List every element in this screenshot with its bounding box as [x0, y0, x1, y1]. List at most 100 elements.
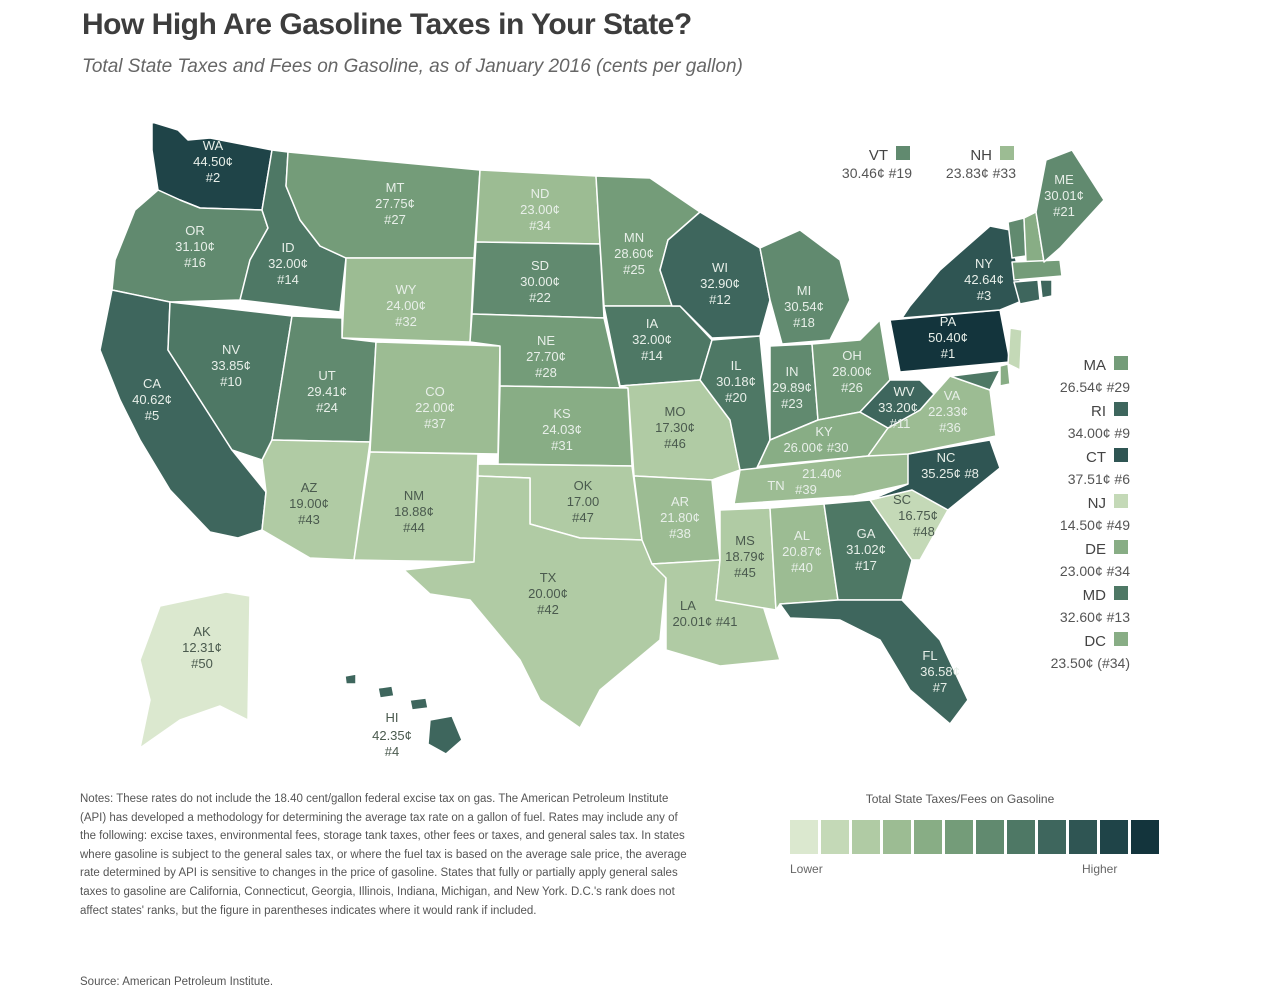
callout-RI-value: 34.00¢ #9 — [1068, 425, 1130, 441]
label-OR-value: 31.10¢ — [175, 239, 215, 254]
label-WI-value: 32.90¢ — [700, 276, 740, 291]
label-NM-value: 18.88¢ — [394, 504, 434, 519]
state-MI[interactable] — [759, 229, 851, 345]
label-NE-rank: #28 — [535, 365, 557, 380]
label-NE-abbr: NE — [537, 333, 555, 348]
label-CA-rank: #5 — [145, 408, 159, 423]
label-NY-abbr: NY — [975, 256, 993, 271]
page-subtitle: Total State Taxes and Fees on Gasoline, … — [82, 56, 743, 77]
state-NJ[interactable] — [1007, 327, 1023, 371]
label-PA-value: 50.40¢ — [928, 330, 968, 345]
callout-DE-value: 23.00¢ #34 — [1060, 563, 1130, 579]
legend-swatch — [1007, 820, 1035, 854]
label-CA-value: 40.62¢ — [132, 392, 172, 407]
callout-MA-value: 26.54¢ #29 — [1060, 379, 1130, 395]
label-MO-abbr: MO — [665, 404, 686, 419]
label-OH-value: 28.00¢ — [832, 364, 872, 379]
label-SD-value: 30.00¢ — [520, 274, 560, 289]
state-CT[interactable] — [1013, 279, 1041, 305]
state-VT[interactable] — [1007, 217, 1027, 259]
notes-text: Notes: These rates do not include the 18… — [80, 793, 687, 917]
state-MD[interactable] — [919, 369, 1001, 391]
callout-NH-swatch — [1000, 146, 1014, 160]
label-TN-value: 21.40¢ — [802, 466, 842, 481]
label-MI-abbr: MI — [797, 283, 811, 298]
legend-swatch — [1038, 820, 1066, 854]
label-AZ-value: 19.00¢ — [289, 496, 329, 511]
callout-DC-value: 23.50¢ (#34) — [1051, 655, 1130, 671]
callout-NH-value: 23.83¢ #33 — [946, 165, 1016, 181]
page-title: How High Are Gasoline Taxes in Your Stat… — [82, 8, 692, 41]
callout-NJ-swatch — [1114, 494, 1128, 508]
state-NC[interactable] — [869, 439, 1001, 511]
label-TN-rank: #39 — [795, 482, 817, 497]
label-NM-abbr: NM — [404, 488, 424, 503]
label-OK-rank: #47 — [572, 510, 594, 525]
state-AK[interactable] — [139, 591, 251, 749]
label-MO-rank: #46 — [664, 436, 686, 451]
label-ID-rank: #14 — [277, 272, 299, 287]
label-AR-rank: #38 — [669, 526, 691, 541]
callout-MA-swatch — [1114, 356, 1128, 370]
label-IN-value: 29.89¢ — [772, 380, 812, 395]
label-UT-rank: #24 — [316, 400, 338, 415]
label-NV-abbr: NV — [222, 342, 240, 357]
label-NC-abbr: NC — [937, 450, 956, 465]
state-RI[interactable] — [1039, 279, 1053, 299]
label-PA-rank: #1 — [941, 346, 955, 361]
state-WV[interactable] — [859, 379, 935, 429]
state-GA[interactable] — [823, 499, 913, 601]
label-GA-abbr: GA — [857, 526, 876, 541]
label-OR-rank: #16 — [184, 255, 206, 270]
label-VA-abbr: VA — [944, 388, 961, 403]
label-LA-abbr: LA — [680, 598, 696, 613]
label-FL-rank: #7 — [933, 680, 947, 695]
callout-CT-value: 37.51¢ #6 — [1068, 471, 1130, 487]
state-ME[interactable] — [1035, 149, 1105, 263]
state-HI-oahu[interactable] — [344, 673, 357, 685]
state-DE[interactable] — [999, 363, 1011, 387]
label-IA-abbr: IA — [646, 316, 659, 331]
callout-VT-swatch — [896, 146, 910, 160]
label-MO-value: 17.30¢ — [655, 420, 695, 435]
label-AL-abbr: AL — [794, 528, 810, 543]
label-MN-value: 28.60¢ — [614, 246, 654, 261]
label-CO-rank: #37 — [424, 416, 446, 431]
label-CA-abbr: CA — [143, 376, 161, 391]
label-ND-rank: #34 — [529, 218, 551, 233]
label-ME-rank: #21 — [1053, 204, 1075, 219]
legend-swatch — [821, 820, 849, 854]
label-GA-rank: #17 — [855, 558, 877, 573]
state-WI[interactable] — [659, 211, 771, 339]
label-PA-abbr: PA — [940, 314, 957, 329]
state-TX[interactable] — [403, 475, 667, 729]
label-TX-abbr: TX — [540, 570, 557, 585]
label-WI-rank: #12 — [709, 292, 731, 307]
state-AZ[interactable] — [261, 439, 371, 561]
label-KY-value: 26.00¢ #30 — [783, 440, 848, 455]
state-FL[interactable] — [779, 599, 969, 725]
label-AK-rank: #50 — [191, 656, 213, 671]
legend-swatch — [1131, 820, 1159, 854]
label-GA-value: 31.02¢ — [846, 542, 886, 557]
state-HI-big-island[interactable] — [427, 715, 463, 755]
legend-color-scale — [790, 820, 1159, 854]
label-HI-rank: #4 — [385, 744, 399, 759]
callout-RI-abbr: RI — [1091, 403, 1106, 420]
label-WI-abbr: WI — [712, 260, 728, 275]
label-IN-rank: #23 — [781, 396, 803, 411]
label-OH-abbr: OH — [842, 348, 862, 363]
label-AL-rank: #40 — [791, 560, 813, 575]
label-TX-rank: #42 — [537, 602, 559, 617]
callout-MD-abbr: MD — [1083, 587, 1106, 604]
state-HI-molokai[interactable] — [409, 697, 429, 711]
label-OH-rank: #26 — [841, 380, 863, 395]
state-MS[interactable] — [715, 507, 777, 611]
state-MA[interactable] — [1011, 259, 1063, 281]
label-MT-value: 27.75¢ — [375, 196, 415, 211]
callout-VT-value: 30.46¢ #19 — [842, 165, 912, 181]
legend-swatch — [914, 820, 942, 854]
state-NY[interactable] — [901, 225, 1025, 319]
state-HI-maui[interactable] — [377, 685, 395, 699]
